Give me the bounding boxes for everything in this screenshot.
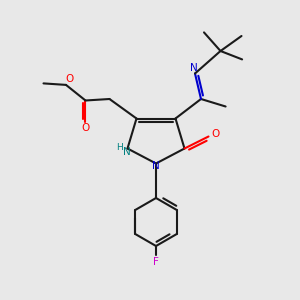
Text: H: H: [116, 142, 123, 152]
Text: O: O: [81, 123, 90, 133]
Text: N: N: [190, 63, 197, 73]
Text: N: N: [152, 161, 160, 171]
Text: O: O: [211, 129, 219, 139]
Text: O: O: [65, 74, 74, 85]
Text: N: N: [123, 147, 131, 157]
Text: F: F: [153, 256, 159, 267]
